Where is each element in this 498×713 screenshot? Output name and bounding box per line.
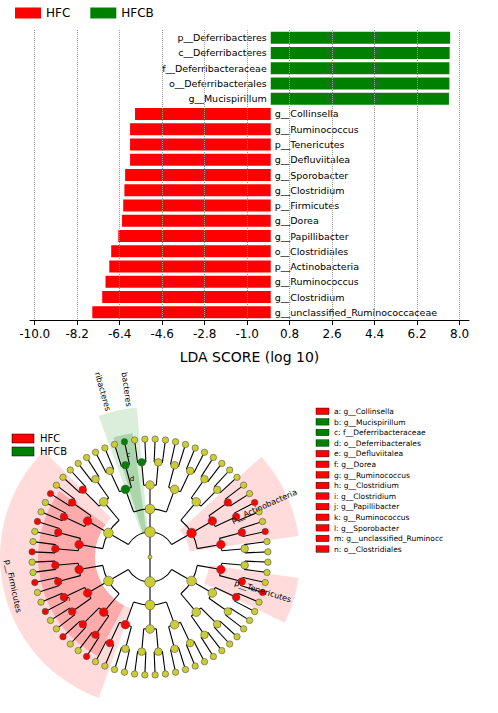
svg-text:d: d: [130, 475, 134, 483]
svg-text:n: o__Clostridiales: n: o__Clostridiales: [334, 545, 402, 554]
svg-text:g__Ruminococcus: g__Ruminococcus: [275, 124, 359, 135]
svg-text:2.6: 2.6: [323, 327, 342, 341]
svg-text:6.2: 6.2: [408, 327, 427, 341]
svg-text:p__Firmicutes: p__Firmicutes: [3, 559, 23, 614]
svg-text:HFC: HFC: [40, 433, 60, 444]
svg-text:c: c: [126, 451, 130, 459]
svg-text:g__Papillibacter: g__Papillibacter: [275, 231, 349, 242]
svg-text:g__Ruminococcus: g__Ruminococcus: [275, 276, 359, 287]
svg-text:c__Deferribacteres: c__Deferribacteres: [114, 372, 133, 407]
svg-text:LDA SCORE (log 10): LDA SCORE (log 10): [180, 349, 320, 365]
svg-text:0.8: 0.8: [280, 327, 299, 341]
svg-text:p__Firmicutes: p__Firmicutes: [275, 200, 339, 211]
svg-text:e: g__Defluviitalea: e: g__Defluviitalea: [334, 449, 403, 458]
svg-text:o__Deferribacterales: o__Deferribacterales: [169, 78, 267, 89]
svg-text:m: g__unclassified_Ruminocc: m: g__unclassified_Ruminocc: [334, 534, 443, 543]
svg-text:g__Clostridium: g__Clostridium: [275, 292, 345, 303]
svg-text:g__Collinsella: g__Collinsella: [275, 108, 339, 119]
svg-text:-10.0: -10.0: [19, 327, 50, 341]
svg-text:g__Dorea: g__Dorea: [275, 215, 319, 226]
svg-text:i: g__Clostridium: i: g__Clostridium: [334, 492, 396, 501]
svg-text:h: g__Clostridium: h: g__Clostridium: [334, 481, 399, 490]
svg-text:-6.4: -6.4: [108, 327, 131, 341]
svg-text:4.4: 4.4: [365, 327, 384, 341]
svg-text:g: g__Ruminococcus: g: g__Ruminococcus: [334, 471, 410, 480]
svg-text:n: n: [66, 595, 70, 603]
svg-text:a: g__Collinsella: a: g__Collinsella: [334, 407, 394, 416]
svg-text:g__Mucispirillum: g__Mucispirillum: [188, 93, 266, 104]
svg-text:p__Deferribacteres: p__Deferribacteres: [83, 372, 112, 412]
svg-text:k: g__Ruminococcus: k: g__Ruminococcus: [334, 513, 410, 522]
svg-text:f__Deferribacteraceae: f__Deferribacteraceae: [162, 63, 267, 74]
svg-text:p__Tenericutes: p__Tenericutes: [275, 139, 345, 150]
svg-text:g__Defluviitalea: g__Defluviitalea: [275, 154, 350, 165]
svg-text:p__Actinobacteria: p__Actinobacteria: [230, 488, 299, 525]
svg-text:HFC: HFC: [46, 6, 70, 20]
svg-text:g__unclassified_Ruminococcacea: g__unclassified_Ruminococcaceae: [275, 307, 438, 318]
svg-text:p__Deferribacteres: p__Deferribacteres: [177, 32, 266, 43]
svg-text:c: f__Deferribacteraceae: c: f__Deferribacteraceae: [334, 428, 426, 437]
svg-text:g__Clostridium: g__Clostridium: [275, 185, 345, 196]
svg-text:p__Tenericutes: p__Tenericutes: [233, 579, 292, 605]
svg-text:b: g__Mucispirillum: b: g__Mucispirillum: [334, 418, 406, 427]
svg-text:d: o__Deferribacterales: d: o__Deferribacterales: [334, 439, 421, 448]
svg-text:HFCB: HFCB: [40, 446, 67, 457]
svg-text:-8.2: -8.2: [65, 327, 88, 341]
svg-text:g__Sporobacter: g__Sporobacter: [275, 170, 349, 181]
svg-text:j: g__Papillibacter: j: g__Papillibacter: [333, 502, 400, 511]
svg-text:f: g__Dorea: f: g__Dorea: [334, 460, 376, 469]
svg-text:-4.6: -4.6: [150, 327, 173, 341]
svg-text:-1.0: -1.0: [235, 327, 258, 341]
svg-text:8.0: 8.0: [450, 327, 469, 341]
svg-text:o__Clostridiales: o__Clostridiales: [275, 246, 349, 257]
svg-text:c__Deferribacteres: c__Deferribacteres: [178, 47, 267, 58]
svg-text:HFCB: HFCB: [121, 6, 154, 20]
svg-text:p__Actinobacteria: p__Actinobacteria: [275, 261, 359, 272]
svg-text:-2.8: -2.8: [193, 327, 216, 341]
svg-text:l: g__Sporobacter: l: g__Sporobacter: [334, 524, 400, 533]
